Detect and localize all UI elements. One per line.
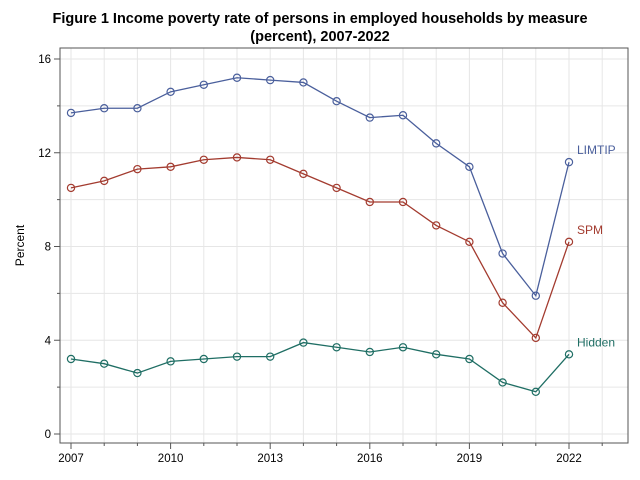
data-point-hidden xyxy=(299,338,308,347)
data-point-limtip xyxy=(266,75,275,85)
data-point-hidden xyxy=(332,343,341,352)
data-point-limtip xyxy=(166,87,175,97)
data-point-hidden xyxy=(465,354,474,364)
data-point-hidden xyxy=(266,352,275,361)
y-tick-label: 16 xyxy=(38,54,51,66)
data-point-spm xyxy=(166,162,175,172)
data-point-limtip xyxy=(299,78,308,87)
y-axis-label: Percent xyxy=(13,224,27,266)
data-point-spm xyxy=(199,155,208,164)
data-point-spm xyxy=(432,221,441,230)
y-tick-label: 0 xyxy=(45,429,51,441)
series-group: LIMTIP SPM Hidden xyxy=(66,73,616,397)
data-point-spm xyxy=(266,155,275,164)
series-label-spm: SPM xyxy=(577,223,603,237)
data-point-spm xyxy=(299,169,308,179)
series-line-spm xyxy=(70,156,570,340)
series-limtip: LIMTIP xyxy=(66,73,616,300)
data-point-spm xyxy=(498,298,507,307)
data-point-spm xyxy=(332,183,341,193)
series-hidden: Hidden xyxy=(66,335,615,397)
data-point-limtip xyxy=(564,157,574,167)
data-point-limtip xyxy=(332,96,341,106)
chart-title-line2: (percent), 2007-2022 xyxy=(250,29,390,45)
data-point-limtip xyxy=(199,80,208,89)
data-point-limtip xyxy=(365,113,374,122)
x-tick-label: 2013 xyxy=(257,453,283,465)
axes: 0 4 8 12 16 2007 2010 2013 2016 2019 2022 xyxy=(38,54,603,465)
data-point-hidden xyxy=(99,359,109,368)
data-point-limtip xyxy=(133,104,142,113)
series-line-limtip xyxy=(70,77,570,298)
y-tick-label: 4 xyxy=(45,335,52,347)
data-point-limtip xyxy=(99,104,109,113)
data-point-hidden xyxy=(66,354,76,364)
series-line-hidden xyxy=(70,341,570,393)
data-point-limtip xyxy=(498,249,507,258)
data-point-spm xyxy=(398,197,408,207)
x-tick-label: 2022 xyxy=(556,453,582,465)
x-tick-label: 2007 xyxy=(58,453,84,465)
data-point-spm xyxy=(465,237,474,247)
data-point-hidden xyxy=(365,347,374,357)
data-point-spm xyxy=(133,164,142,174)
data-point-limtip xyxy=(432,139,441,148)
data-point-hidden xyxy=(531,387,541,397)
data-point-spm xyxy=(232,153,242,162)
data-point-hidden xyxy=(432,350,441,359)
data-point-limtip xyxy=(232,73,242,82)
data-point-spm xyxy=(531,333,541,343)
x-tick-label: 2010 xyxy=(158,453,184,465)
chart-title-line1: Figure 1 Income poverty rate of persons … xyxy=(52,11,588,27)
series-spm: SPM xyxy=(66,153,603,343)
series-label-hidden: Hidden xyxy=(577,335,615,349)
data-point-limtip xyxy=(465,162,474,172)
y-tick-label: 12 xyxy=(38,148,51,160)
data-point-hidden xyxy=(232,352,242,361)
x-tick-label: 2016 xyxy=(357,453,383,465)
x-tick-label: 2019 xyxy=(457,453,483,465)
data-point-hidden xyxy=(199,354,208,364)
data-point-spm xyxy=(365,197,374,207)
data-point-limtip xyxy=(531,291,541,300)
y-tick-label: 8 xyxy=(45,242,51,254)
data-point-hidden xyxy=(498,378,507,387)
data-point-spm xyxy=(564,237,574,247)
data-point-hidden xyxy=(166,357,175,366)
data-point-hidden xyxy=(564,350,574,359)
data-point-spm xyxy=(66,183,76,193)
data-point-hidden xyxy=(398,343,408,352)
chart-title: Figure 1 Income poverty rate of persons … xyxy=(0,10,640,46)
plot-frame xyxy=(59,47,629,444)
data-point-limtip xyxy=(398,111,408,120)
data-point-limtip xyxy=(66,108,76,118)
series-label-limtip: LIMTIP xyxy=(577,143,616,157)
data-point-spm xyxy=(99,176,109,186)
data-point-hidden xyxy=(133,368,142,378)
